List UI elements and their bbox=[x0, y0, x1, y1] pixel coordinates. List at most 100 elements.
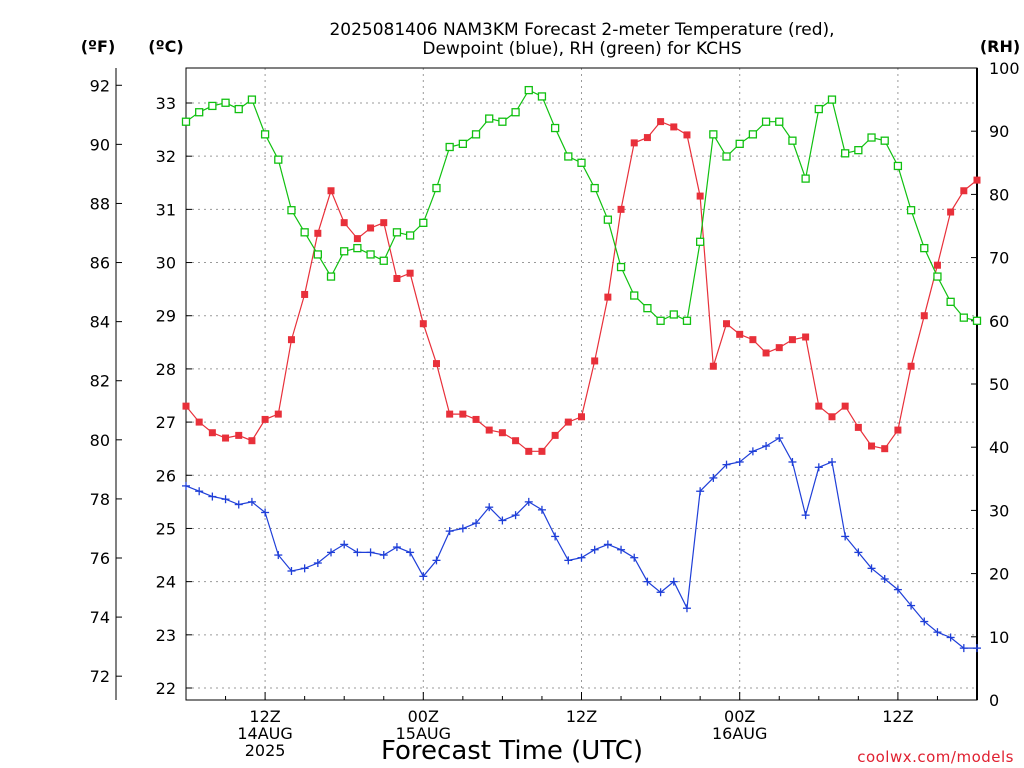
rh-tick-label: 40 bbox=[989, 438, 1009, 457]
data-point bbox=[498, 117, 507, 126]
celsius-tick-label: 28 bbox=[156, 360, 176, 379]
data-point bbox=[643, 134, 651, 142]
fahrenheit-tick-label: 90 bbox=[90, 135, 110, 154]
x-tick-label: 15AUG bbox=[396, 724, 451, 743]
axes: 72 74 76 78 80 82 84 86 88 90 92 22 23 24 25 26 27 28 29 30… bbox=[90, 59, 1020, 760]
data-point bbox=[367, 224, 375, 232]
data-point bbox=[222, 434, 230, 442]
data-point bbox=[301, 290, 309, 298]
data-point bbox=[392, 228, 402, 237]
data-point bbox=[933, 628, 942, 637]
data-point bbox=[511, 511, 520, 520]
rh-tick-label: 50 bbox=[989, 375, 1009, 394]
x-tick-label: 12Z bbox=[882, 707, 913, 726]
data-point bbox=[590, 183, 599, 193]
data-point bbox=[959, 644, 968, 653]
data-point bbox=[603, 215, 613, 224]
data-point bbox=[485, 114, 494, 123]
data-point bbox=[630, 139, 638, 147]
data-point bbox=[801, 174, 810, 183]
data-point bbox=[419, 320, 427, 328]
data-point bbox=[551, 532, 560, 541]
data-point bbox=[933, 261, 941, 269]
data-point bbox=[511, 108, 520, 117]
data-point bbox=[419, 572, 428, 581]
data-point bbox=[867, 133, 876, 142]
data-point bbox=[564, 418, 572, 426]
data-point bbox=[472, 415, 480, 423]
data-point bbox=[893, 161, 903, 171]
data-point bbox=[947, 208, 955, 216]
celsius-tick-label: 30 bbox=[156, 254, 176, 273]
data-point bbox=[867, 564, 876, 573]
data-point bbox=[564, 556, 573, 565]
data-point bbox=[260, 130, 270, 139]
data-point bbox=[616, 262, 626, 272]
data-point bbox=[827, 95, 837, 104]
data-point bbox=[696, 237, 705, 246]
data-point bbox=[748, 130, 758, 139]
data-point bbox=[340, 219, 348, 227]
data-point bbox=[221, 495, 230, 504]
x-tick-label: 2025 bbox=[245, 741, 286, 760]
fahrenheit-tick-label: 74 bbox=[90, 608, 110, 627]
rh-tick-label: 60 bbox=[989, 312, 1009, 331]
data-point bbox=[590, 545, 599, 554]
data-point bbox=[775, 434, 784, 443]
data-point bbox=[841, 149, 850, 158]
x-tick-label: 00Z bbox=[724, 707, 755, 726]
data-point bbox=[973, 644, 981, 653]
celsius-unit-label: (ºC) bbox=[148, 37, 183, 56]
data-point bbox=[761, 117, 771, 126]
data-point bbox=[669, 310, 678, 319]
data-point bbox=[578, 413, 585, 421]
chart-title-line-2: Dewpoint (blue), RH (green) for KCHS bbox=[422, 39, 741, 59]
data-point bbox=[881, 445, 889, 453]
data-point bbox=[261, 415, 269, 423]
data-point bbox=[327, 187, 335, 195]
data-point bbox=[248, 437, 256, 445]
data-point bbox=[221, 98, 230, 107]
data-point bbox=[735, 139, 744, 148]
data-point bbox=[234, 104, 243, 114]
celsius-tick-label: 26 bbox=[156, 466, 176, 485]
data-point bbox=[736, 330, 744, 338]
data-point bbox=[960, 187, 968, 195]
data-point bbox=[643, 304, 652, 313]
data-point bbox=[893, 585, 902, 594]
data-point bbox=[946, 297, 955, 306]
rh-tick-label: 10 bbox=[989, 628, 1009, 647]
data-point bbox=[537, 92, 547, 101]
data-point bbox=[393, 275, 401, 282]
data-point bbox=[274, 155, 283, 164]
data-point bbox=[446, 410, 454, 418]
data-point bbox=[313, 250, 322, 259]
data-point bbox=[472, 519, 481, 528]
data-point bbox=[854, 146, 863, 155]
series-rh bbox=[181, 85, 982, 325]
data-point bbox=[682, 316, 692, 325]
data-point bbox=[577, 553, 586, 562]
data-point bbox=[274, 410, 282, 418]
fahrenheit-tick-label: 76 bbox=[90, 549, 110, 568]
rh-tick-label: 80 bbox=[989, 185, 1009, 204]
data-point bbox=[854, 423, 862, 431]
data-point bbox=[234, 500, 243, 509]
data-point bbox=[749, 336, 757, 344]
data-point bbox=[445, 142, 454, 152]
data-point bbox=[841, 402, 849, 410]
data-point bbox=[775, 117, 784, 126]
series-temperature bbox=[182, 118, 981, 455]
chart-title-line-1: 2025081406 NAM3KM Forecast 2-meter Tempe… bbox=[329, 20, 834, 40]
data-point bbox=[670, 123, 678, 131]
data-point bbox=[814, 463, 823, 472]
data-point bbox=[366, 548, 375, 557]
data-point bbox=[287, 336, 295, 344]
data-point bbox=[432, 360, 440, 368]
data-point bbox=[907, 362, 915, 370]
data-point bbox=[683, 131, 691, 139]
rh-tick-label: 90 bbox=[989, 122, 1009, 141]
rh-tick-label: 30 bbox=[989, 501, 1009, 520]
data-point bbox=[182, 481, 190, 490]
data-point bbox=[327, 548, 336, 557]
